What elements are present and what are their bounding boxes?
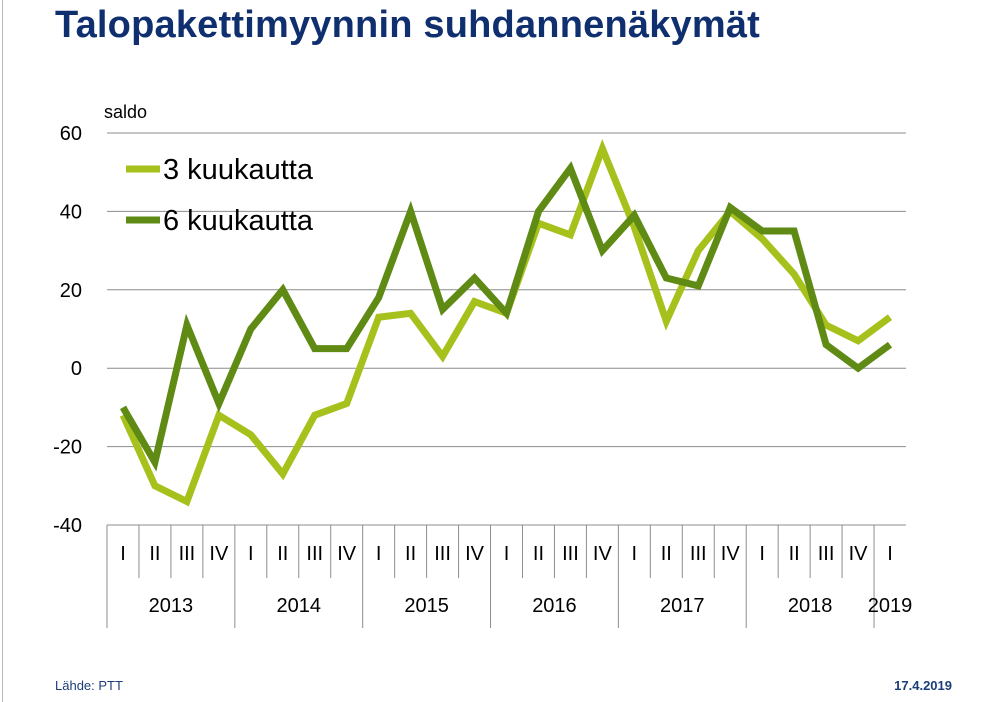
quarter-label: I xyxy=(120,543,126,565)
source-note: Lähde: PTT xyxy=(55,678,123,693)
year-label: 2014 xyxy=(277,595,322,617)
quarter-label: III xyxy=(306,543,323,565)
y-tick-label: -20 xyxy=(53,437,82,459)
y-tick-label: 0 xyxy=(71,358,82,380)
slide-date: 17.4.2019 xyxy=(894,678,952,693)
year-label: 2018 xyxy=(788,595,833,617)
gridlines xyxy=(107,132,906,526)
quarter-label: I xyxy=(504,543,510,565)
y-tick-label: 40 xyxy=(60,201,82,223)
legend: 3 kuukautta 6 kuukautta xyxy=(126,154,314,237)
quarter-label: II xyxy=(533,543,544,565)
quarter-label: IV xyxy=(593,543,613,565)
quarter-label: III xyxy=(818,543,835,565)
series-lines xyxy=(119,139,893,507)
quarter-label: IV xyxy=(337,543,357,565)
quarter-label: II xyxy=(789,543,800,565)
quarter-label: III xyxy=(562,543,579,565)
series-line-6-kuukautta xyxy=(119,161,893,472)
slide-edge-line xyxy=(2,0,3,702)
y-tick-label: -40 xyxy=(53,515,82,537)
y-tick-label: 60 xyxy=(60,123,82,145)
quarter-label: I xyxy=(632,543,638,565)
year-label: 2019 xyxy=(868,595,913,617)
y-tick-label: 20 xyxy=(60,280,82,302)
page-title: Talopakettimyynnin suhdannenäkymät xyxy=(55,4,761,46)
axis: -40 -20 0 20 40 60 saldo 2013 2014 2015 2016 2017 20… xyxy=(53,102,912,628)
y-axis-label: saldo xyxy=(104,102,147,122)
quarter-label: IV xyxy=(465,543,485,565)
quarter-label: III xyxy=(434,543,451,565)
quarter-label: I xyxy=(376,543,382,565)
legend-label: 3 kuukautta xyxy=(163,154,314,186)
quarter-label: II xyxy=(149,543,160,565)
year-label: 2013 xyxy=(149,595,194,617)
quarter-label: IV xyxy=(849,543,869,565)
quarter-label: IV xyxy=(209,543,229,565)
series-line-3-kuukautta xyxy=(119,139,893,507)
legend-label: 6 kuukautta xyxy=(163,205,314,237)
year-label: 2016 xyxy=(532,595,577,617)
quarter-label: I xyxy=(759,543,765,565)
quarter-label: I xyxy=(248,543,254,565)
quarter-label: II xyxy=(277,543,288,565)
quarter-label: II xyxy=(661,543,672,565)
quarter-label: I xyxy=(887,543,893,565)
quarter-label: III xyxy=(690,543,707,565)
quarter-label: II xyxy=(405,543,416,565)
year-label: 2017 xyxy=(660,595,705,617)
year-label: 2015 xyxy=(404,595,449,617)
quarter-label: III xyxy=(179,543,196,565)
quarter-label: IV xyxy=(721,543,741,565)
